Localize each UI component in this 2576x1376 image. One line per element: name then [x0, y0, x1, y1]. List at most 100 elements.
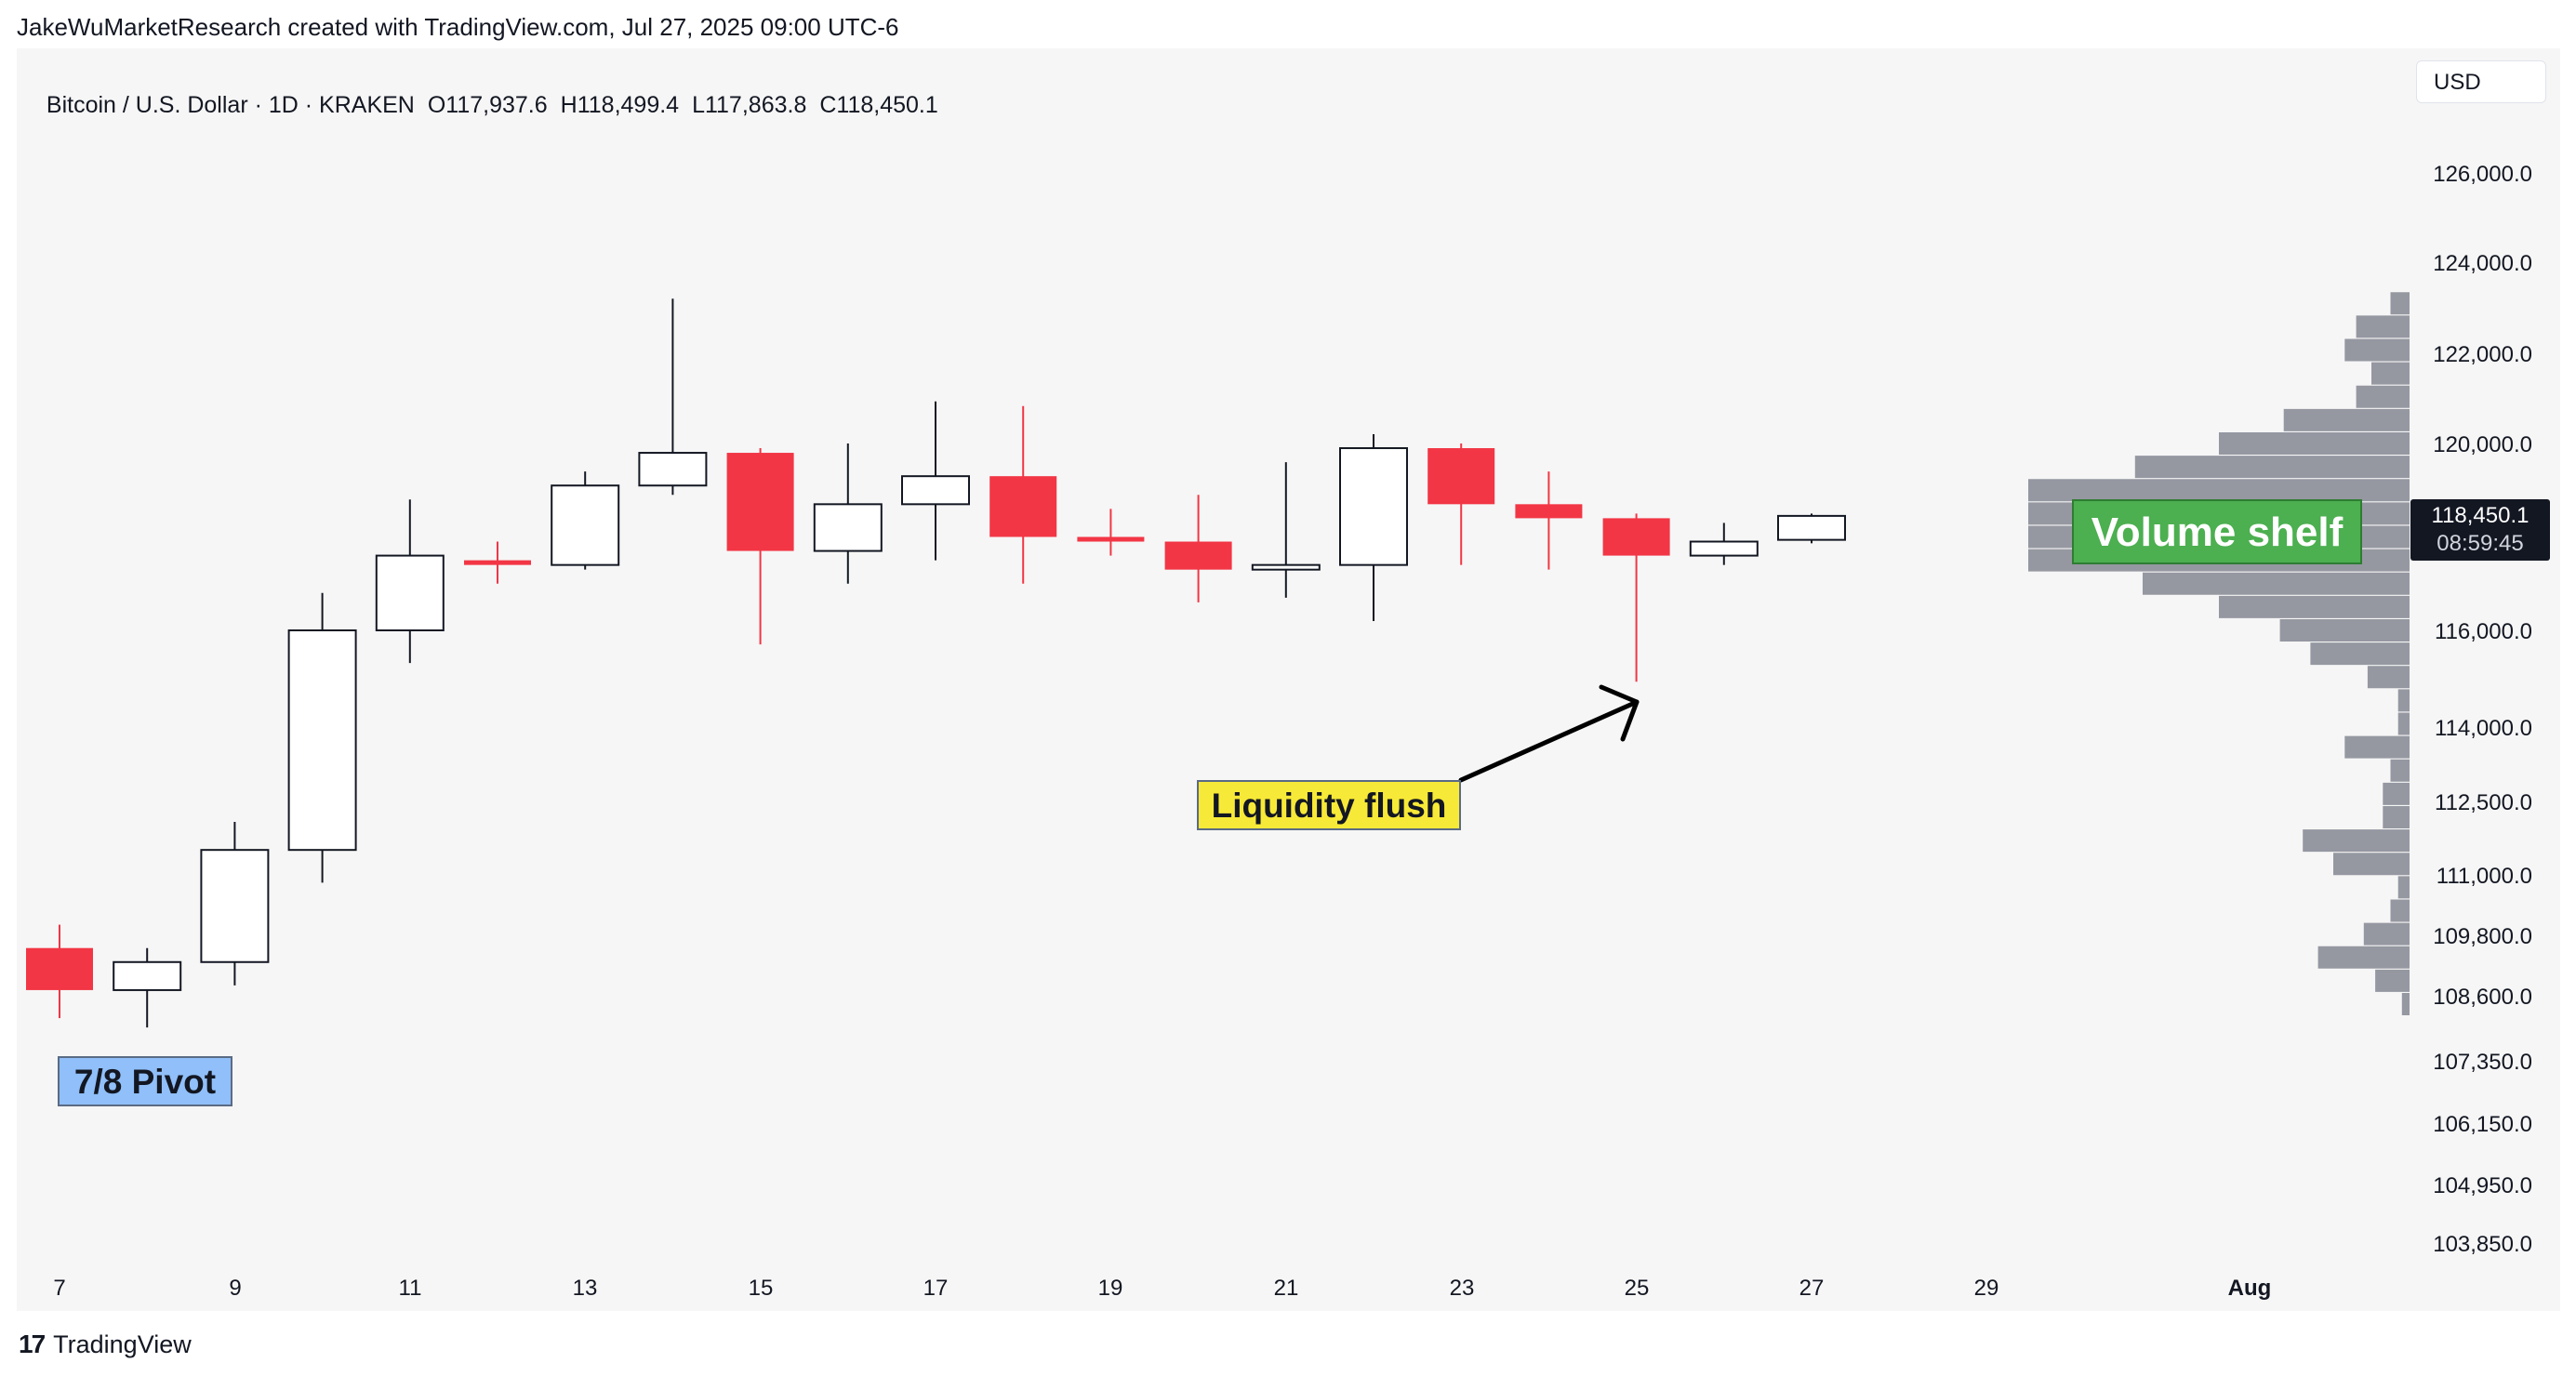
candle-body: [813, 503, 883, 552]
candle: [1077, 509, 1145, 556]
volume-profile-bar: [2028, 479, 2410, 502]
volume-profile-bar: [2390, 759, 2410, 782]
price-tick-label: 116,000.0: [2435, 619, 2532, 644]
time-tick-label: 21: [1274, 1276, 1299, 1301]
price-tick-label: 126,000.0: [2433, 162, 2532, 187]
volume-profile-bar: [2397, 712, 2410, 735]
time-tick-label: 23: [1450, 1276, 1475, 1301]
candle-body: [1777, 514, 1846, 541]
candle-body: [1164, 541, 1232, 570]
volume-profile-bar: [2356, 315, 2410, 338]
candle-body: [287, 629, 357, 852]
time-tick-label: 11: [399, 1276, 422, 1301]
volume-profile-bar: [2303, 829, 2410, 853]
arrow-head-icon: [1599, 684, 1640, 742]
candle-body: [375, 554, 445, 631]
candles: [26, 298, 1846, 1028]
candle-body: [1077, 536, 1145, 542]
candle: [1251, 462, 1321, 598]
price-tick-label: 122,000.0: [2433, 342, 2532, 367]
candle: [113, 947, 182, 1028]
price-tick-label: 103,850.0: [2433, 1232, 2532, 1257]
time-tick-label: 25: [1625, 1276, 1650, 1301]
price-tick-label: 108,600.0: [2433, 985, 2532, 1010]
candle: [1777, 513, 1846, 544]
volume-profile-bar: [2344, 338, 2410, 362]
candle-body: [1515, 504, 1583, 519]
price-tick-label: 106,150.0: [2433, 1112, 2532, 1137]
time-tick-label: 7: [53, 1276, 65, 1301]
time-tick-label: 19: [1098, 1276, 1123, 1301]
volume-profile-bar: [2367, 666, 2410, 689]
tradingview-brand: TradingView: [53, 1330, 192, 1358]
liquidity-flush-annotation[interactable]: Liquidity flush: [1197, 780, 1461, 830]
price-tick-label: 120,000.0: [2433, 432, 2532, 457]
time-tick-label: Aug: [2228, 1276, 2272, 1301]
candle: [901, 401, 970, 561]
candle-body: [901, 475, 970, 506]
last-price-tag: 118,450.1 08:59:45: [2410, 499, 2550, 561]
candle-body: [551, 484, 620, 566]
price-tick-label: 124,000.0: [2433, 251, 2532, 276]
ohlc-low: L117,863.8: [692, 92, 807, 118]
volume-profile-bar: [2383, 806, 2410, 828]
chart-credit: JakeWuMarketResearch created with Tradin…: [17, 13, 899, 41]
time-tick-label: 13: [573, 1276, 598, 1301]
chart-area[interactable]: [17, 48, 2560, 1311]
volume-shelf-annotation[interactable]: Volume shelf: [2072, 499, 2362, 564]
candle-body: [113, 960, 182, 991]
bar-countdown: 08:59:45: [2437, 531, 2524, 556]
volume-profile-bar: [2279, 619, 2410, 642]
volume-profile-bar: [2356, 385, 2410, 408]
candle-body: [1602, 518, 1670, 556]
price-tick-label: 107,350.0: [2433, 1050, 2532, 1075]
price-tick-label: 114,000.0: [2435, 716, 2532, 741]
candle: [813, 443, 883, 584]
candle: [1339, 433, 1408, 621]
volume-profile-bar: [2375, 969, 2410, 992]
candle: [1427, 443, 1495, 565]
candle: [26, 924, 93, 1019]
candle-body: [726, 453, 794, 551]
candle-body: [464, 560, 531, 565]
price-tick-label: 111,000.0: [2437, 864, 2532, 889]
pivot-annotation[interactable]: 7/8 Pivot: [58, 1056, 232, 1106]
candle: [464, 541, 531, 584]
time-axis[interactable]: 7 9 11 13 15 17 19 21 23 25 27 29 Aug: [53, 1276, 2271, 1301]
arrow-shaft: [1458, 699, 1640, 783]
candle: [1689, 523, 1759, 565]
ohlc-close: C118,450.1: [819, 92, 938, 118]
candle: [1515, 471, 1583, 570]
last-price: 118,450.1: [2431, 503, 2530, 528]
price-axis[interactable]: 126,000.0 124,000.0 122,000.0 120,000.0 116,…: [2433, 162, 2532, 1257]
volume-profile-bar: [2390, 292, 2410, 315]
candle: [200, 822, 270, 986]
time-tick-label: 27: [1799, 1276, 1825, 1301]
candle: [1602, 513, 1670, 682]
volume-profile-bar: [2401, 993, 2410, 1015]
candle: [726, 448, 794, 645]
volume-profile-bar: [2383, 782, 2410, 805]
symbol-name: Bitcoin / U.S. Dollar · 1D · KRAKEN: [46, 92, 415, 118]
volume-profile-bar: [2219, 595, 2410, 618]
volume-profile-bar: [2317, 946, 2410, 969]
candle: [1164, 495, 1232, 602]
currency-button[interactable]: USD: [2416, 60, 2546, 103]
symbol-legend: Bitcoin / U.S. Dollar · 1D · KRAKEN O117,…: [33, 65, 951, 119]
candle-body: [1427, 448, 1495, 505]
volume-profile: [2028, 292, 2410, 1015]
candle: [375, 499, 445, 664]
candle-body: [989, 476, 1057, 537]
candle: [989, 405, 1057, 584]
time-tick-label: 15: [749, 1276, 774, 1301]
candle: [551, 471, 620, 570]
ohlc-high: H118,499.4: [560, 92, 680, 118]
volume-profile-bar: [2219, 432, 2410, 455]
candle-body: [1251, 563, 1321, 571]
candle: [287, 592, 357, 883]
candle-body: [1689, 540, 1759, 557]
time-tick-label: 9: [229, 1276, 241, 1301]
tradingview-logo[interactable]: 17 TradingView: [19, 1330, 192, 1359]
annotation-arrow: [1458, 684, 1640, 783]
